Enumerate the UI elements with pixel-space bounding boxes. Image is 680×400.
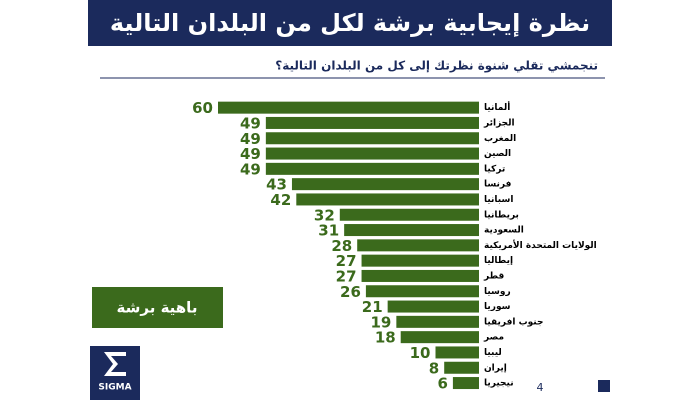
bar (339, 208, 479, 221)
bar (296, 193, 479, 206)
bar (265, 132, 479, 145)
category-label: اسبانيا (484, 195, 513, 205)
value-label: 27 (336, 267, 357, 285)
legend-box (92, 287, 223, 328)
logo-mark (104, 352, 126, 376)
bar (357, 239, 479, 252)
value-label: 49 (240, 114, 261, 132)
legend-label: باهية برشة (117, 299, 198, 317)
category-label: جنوب افريقيا (484, 317, 543, 327)
category-label: الجزائر (483, 118, 515, 128)
value-label: 10 (410, 344, 431, 362)
category-label: السعودية (484, 226, 524, 236)
category-label: تركيا (484, 164, 505, 174)
bar (265, 162, 479, 175)
bar (344, 224, 479, 237)
value-label: 21 (362, 298, 383, 316)
bar (265, 147, 479, 160)
category-label: روسيا (484, 287, 511, 297)
value-label: 6 (437, 375, 447, 393)
title-bar (88, 0, 612, 46)
category-label: الولايات المتحدة الأمريكية (484, 239, 597, 251)
bar (387, 300, 479, 313)
bar (444, 361, 479, 374)
category-label: إيطاليا (484, 256, 513, 266)
chart-subtitle: تنجمشي تقلي شنوة نظرتك إلى كل من البلدان… (275, 59, 598, 74)
bar (361, 254, 479, 267)
category-label: نيجيريا (484, 379, 514, 389)
bar (365, 285, 479, 298)
value-label: 18 (375, 329, 396, 347)
value-label: 8 (429, 359, 439, 377)
category-label: مصر (483, 333, 504, 343)
category-label: ليبيا (484, 348, 502, 358)
value-label: 31 (318, 222, 339, 240)
bar (400, 331, 479, 344)
value-label: 27 (336, 252, 357, 270)
logo-text: SIGMA (98, 383, 131, 393)
bar (218, 101, 479, 114)
value-label: 28 (331, 237, 352, 255)
value-label: 42 (270, 191, 291, 209)
category-label: سوريا (484, 302, 511, 312)
value-label: 26 (340, 283, 361, 301)
category-label: قطر (483, 271, 504, 281)
bar (265, 116, 479, 129)
value-label: 32 (314, 206, 335, 224)
category-label: ألمانيا (484, 101, 510, 113)
category-label: المغرب (484, 134, 516, 144)
bar (396, 315, 479, 328)
bar (361, 269, 479, 282)
value-label: 19 (370, 313, 391, 331)
value-label: 60 (192, 99, 213, 117)
category-label: بريطانيا (484, 210, 519, 220)
value-label: 49 (240, 130, 261, 148)
value-label: 43 (266, 176, 287, 194)
category-label: الصين (484, 149, 511, 159)
page-number: 4 (537, 381, 544, 394)
category-label: إيران (484, 363, 507, 373)
bar (291, 178, 479, 191)
corner-square (598, 380, 610, 392)
bar (452, 377, 479, 390)
value-label: 49 (240, 160, 261, 178)
category-label: فرنسا (484, 180, 512, 190)
chart-title: نظرة إيجابية برشة لكل من البلدان التالية (110, 9, 590, 37)
value-label: 49 (240, 145, 261, 163)
bar (435, 346, 479, 359)
